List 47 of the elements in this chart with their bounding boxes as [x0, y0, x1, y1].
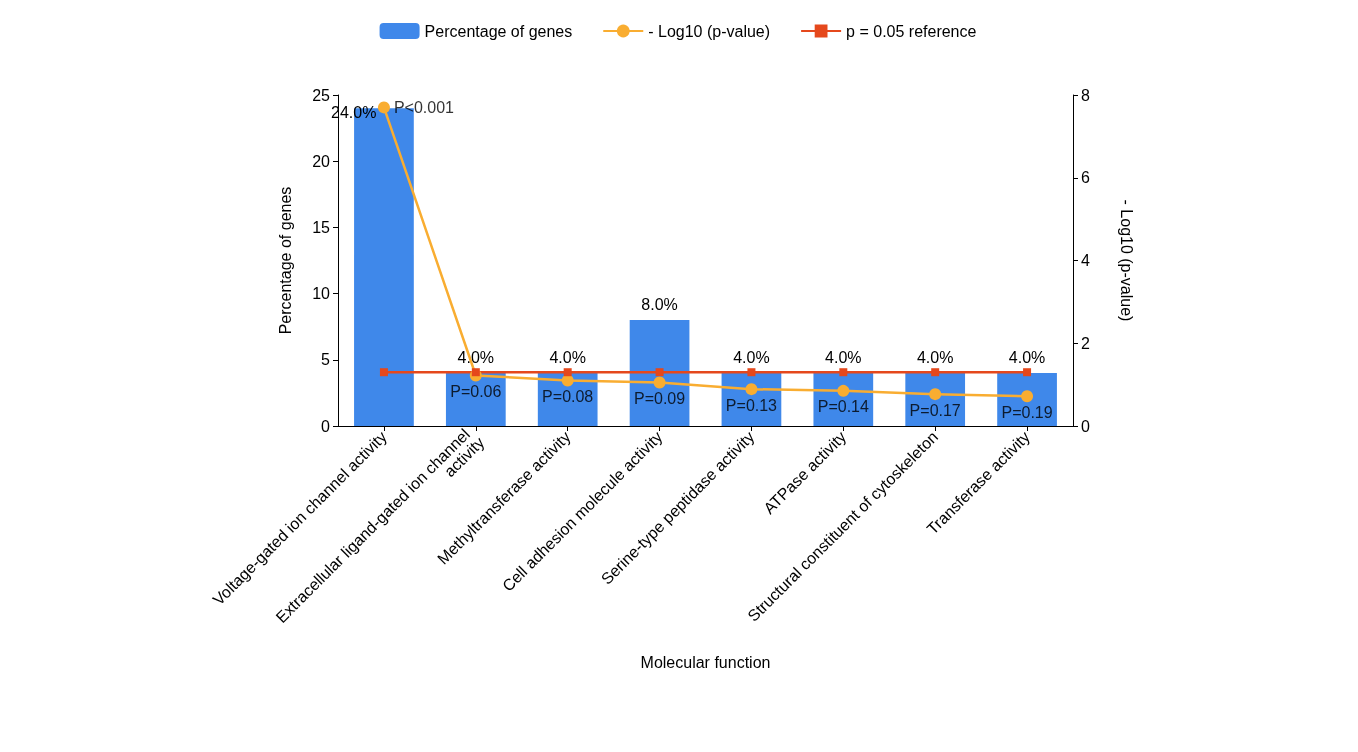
legend-label: p = 0.05 reference	[846, 22, 977, 40]
y-axis-title: Percentage of genes	[276, 186, 294, 335]
annotation: P=0.09	[633, 390, 686, 408]
data-label: 4.0%	[1008, 348, 1046, 366]
annotation: P=0.13	[725, 396, 778, 414]
y2-tick-label: 0	[1081, 417, 1090, 435]
data-label: 4.0%	[549, 348, 586, 366]
data-label: 8.0%	[641, 295, 678, 313]
annotation: P=0.06	[450, 383, 502, 401]
point	[1021, 390, 1034, 403]
legend-label: Percentage of genes	[424, 22, 573, 40]
data-label: 24.0%	[331, 103, 377, 121]
bar	[629, 320, 690, 426]
point	[929, 388, 942, 401]
y-tick-label: 20	[312, 152, 331, 170]
point	[563, 368, 572, 377]
annotation: P=0.17	[909, 401, 961, 419]
annotation: P=0.08	[542, 387, 594, 405]
data-label: 4.0%	[916, 348, 954, 366]
y2-axis-title: - Log10 (p-value)	[1117, 199, 1135, 322]
y-tick-label: 5	[321, 351, 331, 369]
legend-label: - Log10 (p-value)	[648, 22, 771, 40]
y-tick-label: 0	[321, 417, 331, 435]
data-label: 4.0%	[733, 348, 770, 366]
y-tick-label: 25	[312, 86, 331, 104]
point	[837, 384, 850, 397]
annotation: P<0.001	[393, 98, 455, 116]
point	[745, 383, 758, 396]
point	[839, 368, 848, 377]
y2-tick-label: 4	[1081, 252, 1090, 269]
point	[653, 376, 666, 389]
y-tick-label: 15	[312, 218, 331, 236]
point	[377, 101, 390, 114]
data-label: 4.0%	[825, 348, 862, 366]
point	[379, 368, 388, 377]
point	[655, 368, 664, 377]
point	[931, 368, 940, 377]
x-axis-title: Molecular function	[640, 653, 771, 671]
y2-tick-label: 8	[1081, 86, 1090, 104]
point	[1023, 368, 1032, 377]
y2-tick-label: 6	[1081, 169, 1090, 187]
annotation: P=0.19	[1001, 403, 1053, 421]
y2-tick-label: 2	[1081, 334, 1090, 352]
point	[471, 368, 480, 377]
y-tick-label: 10	[312, 285, 331, 303]
point	[747, 368, 756, 377]
annotation: P=0.14	[817, 398, 869, 416]
